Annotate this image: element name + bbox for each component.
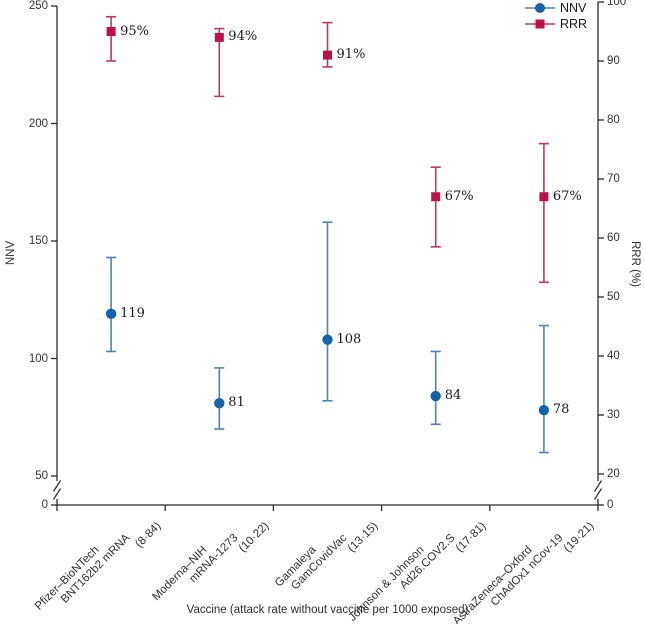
value-label-rrr-4: 67%: [552, 188, 582, 204]
legend-label-nnv: NNV: [560, 1, 587, 15]
marker-rrr-1: [214, 32, 224, 42]
marker-rrr-3: [431, 192, 441, 202]
legend-item-nnv: NNV: [525, 1, 587, 15]
marker-rrr-4: [539, 192, 549, 202]
left-axis-tick-label-100: 100: [28, 352, 48, 365]
left-axis-title: NNV: [5, 240, 17, 266]
right-axis-tick-label-20: 20: [607, 468, 620, 480]
marker-rrr-2: [323, 50, 332, 60]
value-label-nnv-2: 108: [336, 331, 362, 347]
right-axis-tick-label-30: 30: [607, 409, 620, 421]
right-axis-tick-label-60: 60: [607, 232, 620, 244]
legend-square-icon: [525, 19, 555, 29]
right-axis-tick-label-50: 50: [607, 291, 620, 303]
legend: NNV RRR: [525, 1, 587, 31]
legend-label-rrr: RRR: [560, 17, 588, 31]
value-label-rrr-0: 95%: [120, 23, 149, 39]
right-axis-tick-label-40: 40: [607, 350, 620, 362]
legend-item-rrr: RRR: [525, 17, 587, 31]
left-axis-tick-label-50: 50: [35, 470, 48, 482]
marker-rrr-0: [106, 27, 116, 36]
left-axis-tick-label-200: 200: [28, 117, 48, 130]
right-axis-tick-label-100: 100: [607, 0, 627, 8]
value-label-nnv-1: 81: [228, 395, 245, 411]
legend-circle-icon: [525, 3, 555, 13]
value-label-nnv-0: 119: [120, 305, 145, 321]
value-label-rrr-2: 91%: [336, 47, 366, 63]
left-axis-break-slash-0: [52, 480, 62, 492]
left-axis-break-slash-1: [52, 488, 62, 500]
marker-nnv-2: [322, 334, 333, 345]
marker-nnv-4: [538, 405, 550, 416]
right-axis-tick-label-80: 80: [607, 114, 620, 126]
right-axis-break-slash-1: [593, 488, 603, 500]
marker-nnv-0: [105, 308, 117, 320]
left-axis-tick-label-150: 150: [28, 235, 48, 247]
value-label-rrr-3: 67%: [444, 188, 474, 204]
right-axis-break-slash-0: [593, 480, 603, 492]
x-axis-title: Vaccine (attack rate without vaccine per…: [186, 604, 469, 616]
right-axis-tick-label-70: 70: [607, 173, 620, 185]
value-label-rrr-1: 94%: [228, 29, 258, 45]
marker-nnv-3: [430, 390, 441, 402]
left-axis-tick-label-250: 250: [28, 0, 48, 12]
marker-nnv-1: [214, 397, 225, 409]
right-axis-tick-label-90: 90: [607, 55, 620, 67]
value-label-nnv-3: 84: [444, 388, 462, 404]
right-axis-tick-label-0: 0: [607, 499, 614, 511]
left-axis-tick-label-0: 0: [41, 499, 48, 511]
value-label-nnv-4: 78: [552, 402, 570, 418]
